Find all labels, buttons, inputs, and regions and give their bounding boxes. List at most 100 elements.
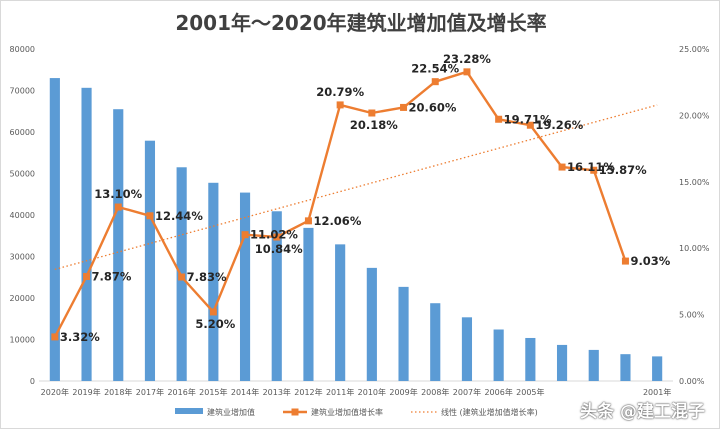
left-axis-tick-label: 40000 <box>10 211 35 220</box>
growth-marker <box>146 212 154 220</box>
legend-label-line: 建筑业增加值增长率 <box>311 407 383 417</box>
data-label: 12.44% <box>155 209 203 223</box>
chart-title: 2001年～2020年建筑业增加值及增长率 <box>175 11 547 35</box>
data-label: 10.84% <box>255 242 303 256</box>
bar <box>335 244 346 381</box>
bar <box>620 354 631 381</box>
data-label: 3.32% <box>60 330 100 344</box>
bar <box>366 267 377 381</box>
growth-marker <box>83 272 91 280</box>
growth-marker <box>463 68 471 76</box>
x-tick-label: 2009年 <box>389 387 417 397</box>
x-tick-label: 2019年 <box>72 387 100 397</box>
growth-marker <box>431 78 439 86</box>
left-axis-tick-label: 0 <box>30 377 35 386</box>
left-axis-tick-label: 60000 <box>10 128 35 137</box>
growth-marker <box>621 257 629 265</box>
bar <box>493 329 504 381</box>
data-label: 7.87% <box>92 269 132 283</box>
x-tick-label: 2006年 <box>484 387 512 397</box>
right-axis-tick-label: 0.00% <box>679 377 705 386</box>
growth-marker <box>51 333 59 341</box>
data-label: 11.02% <box>250 228 298 242</box>
x-tick-label: 2013年 <box>263 387 291 397</box>
growth-marker <box>336 101 344 109</box>
data-label: 12.06% <box>313 214 361 228</box>
growth-marker <box>178 273 186 281</box>
x-axis: 2020年 2019年 2018年 2017年 2016年 2015年 2014年 2013年… <box>41 387 672 397</box>
x-tick-label: 2007年 <box>453 387 481 397</box>
x-tick-label: 2012年 <box>294 387 322 397</box>
x-tick-label: 2017年 <box>136 387 164 397</box>
bar <box>239 192 251 381</box>
growth-marker <box>400 103 408 111</box>
trendline-path <box>54 104 658 271</box>
x-tick-label: 2016年 <box>167 387 195 397</box>
data-label: 20.79% <box>316 85 364 99</box>
data-label: 19.26% <box>535 118 583 132</box>
x-tick-label: 2001年 <box>643 387 671 397</box>
left-axis-tick-label: 70000 <box>10 87 35 96</box>
data-labels: 3.32% 7.87% 13.10% 12.44% 7.83% 5.20% 11.02%10… <box>60 52 671 344</box>
legend-label-bars: 建筑业增加值 <box>207 407 255 417</box>
growth-marker <box>114 203 122 211</box>
left-axis-tick-label: 30000 <box>10 253 35 262</box>
data-label: 20.60% <box>409 100 457 114</box>
left-axis-tick-label: 20000 <box>10 294 35 303</box>
watermark: 头条 @建工混子 <box>580 402 705 422</box>
bar <box>588 349 599 381</box>
left-axis-tick-label: 50000 <box>10 170 35 179</box>
legend-label-trendline: 线性 (建筑业增加值增长率) <box>441 407 538 417</box>
x-tick-label: 2018年 <box>104 387 132 397</box>
data-label: 19.71% <box>504 112 552 126</box>
right-axis-tick-label: 15.00% <box>679 178 710 187</box>
bar <box>49 78 60 382</box>
x-tick-label: 2011年 <box>326 387 354 397</box>
growth-marker <box>273 233 281 241</box>
right-axis-tick-label: 20.00% <box>679 111 710 120</box>
x-tick-label: 2008年 <box>421 387 449 397</box>
data-label: 16.11% <box>567 160 615 174</box>
right-axis-tick-label: 5.00% <box>679 311 705 320</box>
bar <box>461 317 473 381</box>
data-label: 5.20% <box>195 317 235 331</box>
bar <box>525 337 536 381</box>
growth-marker <box>590 166 598 174</box>
legend-swatch-bars <box>175 408 203 414</box>
bar <box>303 227 314 381</box>
data-label: 7.83% <box>187 270 227 284</box>
bar <box>208 182 219 381</box>
x-tick-label: 2014年 <box>231 387 259 397</box>
bar <box>430 303 441 381</box>
data-label: 20.18% <box>350 118 398 132</box>
bar <box>144 140 156 381</box>
data-label: 13.10% <box>94 187 142 201</box>
growth-marker <box>526 121 534 129</box>
data-label: 15.87% <box>599 163 647 177</box>
bar <box>81 87 92 382</box>
bar <box>556 344 568 381</box>
trendline <box>54 104 658 271</box>
left-axis-tick-label: 80000 <box>10 45 35 54</box>
data-label: 22.54% <box>411 62 459 76</box>
growth-marker <box>209 308 217 316</box>
bar <box>113 109 124 382</box>
legend: 建筑业增加值 建筑业增加值增长率 线性 (建筑业增加值增长率) <box>175 407 538 417</box>
right-axis-tick-label: 25.00% <box>679 45 710 54</box>
bar <box>398 286 409 381</box>
left-axis: 0 10000 20000 30000 40000 50000 60000 70000 8000… <box>10 45 673 386</box>
growth-marker <box>368 109 376 117</box>
x-tick-label: 2005年 <box>516 387 544 397</box>
x-tick-label: 2015年 <box>199 387 227 397</box>
growth-marker <box>304 217 312 225</box>
x-tick-label: 2010年 <box>358 387 386 397</box>
data-label: 9.03% <box>630 254 670 268</box>
growth-marker <box>495 115 503 123</box>
data-label: 23.28% <box>443 52 491 66</box>
left-axis-tick-label: 10000 <box>10 336 35 345</box>
right-axis-tick-label: 10.00% <box>679 244 710 253</box>
right-axis: 0.00% 5.00% 10.00% 15.00% 20.00% 25.00% <box>679 45 710 386</box>
x-tick-label: 2020年 <box>41 387 69 397</box>
